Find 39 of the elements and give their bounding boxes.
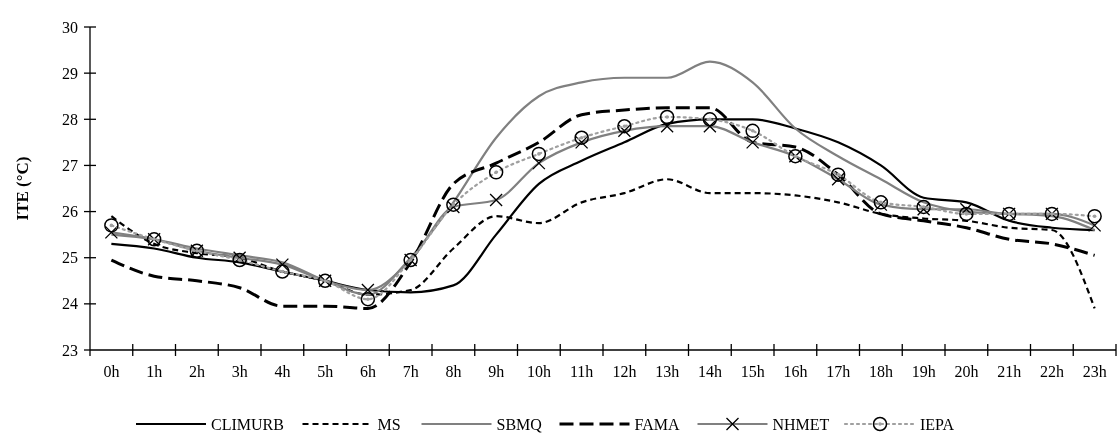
x-tick-label: 2h (188, 363, 205, 380)
legend-label: NHMET (772, 415, 830, 433)
x-tick-label: 16h (783, 363, 808, 380)
legend-label: SBMQ (496, 415, 543, 433)
x-tick-label: 20h (954, 363, 979, 380)
x-tick-label: 12h (612, 363, 637, 380)
x-tick-label: 6h (359, 363, 376, 380)
y-tick-label: 27 (62, 157, 78, 175)
x-tick-label: 1h (146, 363, 163, 380)
y-tick-label: 23 (62, 341, 78, 359)
x-tick-label: 21h (997, 363, 1022, 380)
x-tick-label: 11h (569, 363, 594, 380)
x-tick-label: 7h (402, 363, 419, 380)
x-tick-label: 8h (445, 363, 462, 380)
x-tick-label: 13h (655, 363, 680, 380)
y-tick-label: 29 (62, 64, 78, 82)
legend-label: MS (377, 415, 401, 433)
x-tick-label: 3h (231, 363, 248, 380)
y-tick-label: 30 (62, 18, 78, 36)
x-tick-label: 10h (526, 363, 551, 380)
x-tick-label: 17h (826, 363, 851, 380)
legend-label: CLIMURB (211, 415, 284, 433)
legend-label: IEPA (920, 415, 955, 433)
x-tick-label: 0h (103, 363, 120, 380)
x-tick-label: 19h (911, 363, 936, 380)
x-tick-label: 22h (1039, 363, 1064, 380)
y-tick-label: 24 (62, 295, 78, 313)
y-axis-title: ITE (°C) (13, 156, 32, 221)
y-tick-label: 26 (62, 203, 78, 221)
legend-label: FAMA (634, 415, 680, 433)
y-tick-label: 28 (62, 110, 78, 128)
x-tick-label: 4h (274, 363, 291, 380)
x-tick-label: 15h (740, 363, 765, 380)
x-tick-label: 9h (488, 363, 505, 380)
x-tick-label: 23h (1082, 363, 1107, 380)
y-tick-label: 25 (62, 249, 78, 267)
x-tick-label: 18h (868, 363, 893, 380)
x-tick-label: 5h (317, 363, 334, 380)
x-tick-label: 14h (697, 363, 722, 380)
